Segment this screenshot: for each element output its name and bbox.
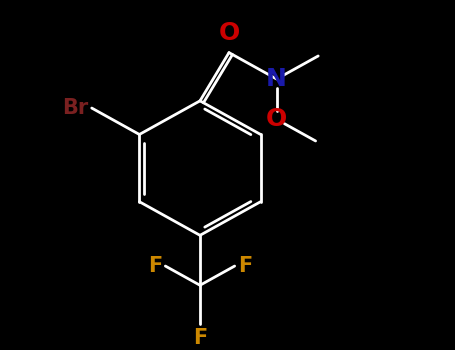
Text: F: F	[193, 329, 207, 349]
Text: Br: Br	[62, 98, 89, 118]
Text: O: O	[266, 107, 287, 131]
Text: N: N	[266, 67, 287, 91]
Text: F: F	[238, 256, 252, 276]
Text: F: F	[148, 256, 162, 276]
Text: O: O	[218, 21, 240, 45]
